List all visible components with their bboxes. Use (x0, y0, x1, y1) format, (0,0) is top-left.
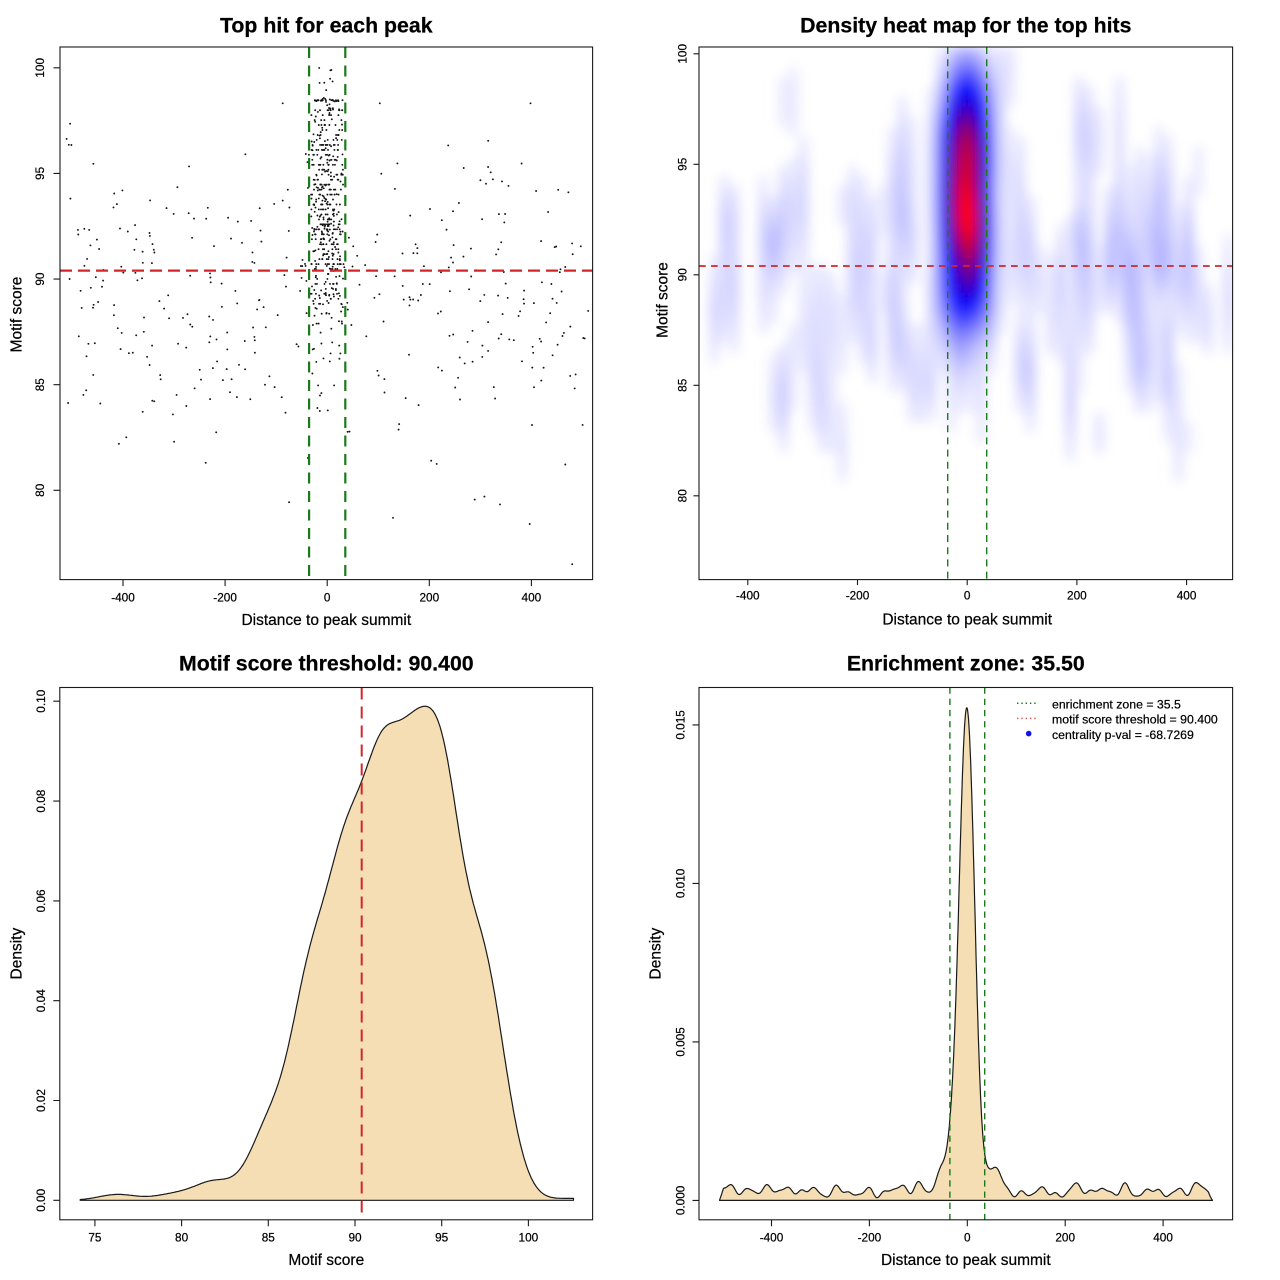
svg-text:200: 200 (419, 590, 439, 604)
svg-text:90: 90 (33, 272, 47, 286)
svg-text:0.06: 0.06 (34, 889, 48, 912)
svg-text:0.00: 0.00 (34, 1188, 48, 1211)
svg-text:95: 95 (675, 157, 689, 171)
svg-text:100: 100 (519, 1231, 539, 1245)
svg-text:80: 80 (675, 489, 689, 503)
svg-text:0.005: 0.005 (673, 1027, 687, 1057)
svg-text:Motif score threshold: 90.400: Motif score threshold: 90.400 (179, 652, 474, 676)
svg-text:-200: -200 (858, 1231, 882, 1245)
svg-text:enrichment zone = 35.5: enrichment zone = 35.5 (1052, 698, 1181, 712)
svg-text:0.015: 0.015 (673, 710, 687, 740)
svg-text:100: 100 (33, 58, 47, 78)
svg-text:Motif score: Motif score (288, 1252, 364, 1269)
svg-text:200: 200 (1055, 1231, 1075, 1245)
svg-text:-400: -400 (736, 589, 760, 603)
svg-text:0.10: 0.10 (34, 689, 48, 712)
svg-text:200: 200 (1067, 589, 1087, 603)
svg-text:85: 85 (675, 378, 689, 392)
svg-text:0.04: 0.04 (34, 989, 48, 1012)
svg-text:Distance to peak summit: Distance to peak summit (241, 612, 411, 629)
svg-text:Distance to peak summit: Distance to peak summit (882, 611, 1052, 628)
svg-text:Distance to peak summit: Distance to peak summit (881, 1252, 1051, 1269)
svg-text:0: 0 (324, 590, 331, 604)
svg-text:Density: Density (9, 928, 26, 980)
svg-text:85: 85 (33, 378, 47, 392)
svg-text:Motif score: Motif score (9, 277, 26, 353)
svg-text:80: 80 (175, 1231, 189, 1245)
svg-text:400: 400 (522, 590, 542, 604)
svg-text:Density: Density (648, 928, 665, 980)
svg-text:100: 100 (675, 44, 689, 64)
svg-text:-200: -200 (846, 589, 870, 603)
svg-text:85: 85 (262, 1231, 276, 1245)
svg-text:400: 400 (1177, 589, 1197, 603)
svg-text:0.010: 0.010 (673, 868, 687, 898)
svg-text:-200: -200 (213, 590, 237, 604)
svg-text:centrality p-val = -68.7269: centrality p-val = -68.7269 (1052, 728, 1194, 742)
svg-text:90: 90 (348, 1231, 362, 1245)
svg-text:0.000: 0.000 (673, 1185, 687, 1215)
svg-text:95: 95 (33, 166, 47, 180)
svg-text:0: 0 (964, 1231, 971, 1245)
svg-text:Density heat map for the top h: Density heat map for the top hits (800, 13, 1131, 37)
svg-text:80: 80 (33, 483, 47, 497)
svg-text:75: 75 (88, 1231, 102, 1245)
svg-text:0: 0 (964, 589, 971, 603)
svg-text:0.02: 0.02 (34, 1089, 48, 1112)
svg-text:90: 90 (675, 268, 689, 282)
svg-text:-400: -400 (111, 590, 135, 604)
svg-text:Top hit for each peak: Top hit for each peak (220, 13, 433, 37)
svg-text:motif score threshold = 90.400: motif score threshold = 90.400 (1052, 713, 1218, 727)
svg-text:Enrichment zone: 35.50: Enrichment zone: 35.50 (847, 652, 1085, 676)
svg-text:95: 95 (435, 1231, 449, 1245)
svg-text:400: 400 (1153, 1231, 1173, 1245)
svg-text:Motif score: Motif score (655, 262, 672, 338)
svg-text:-400: -400 (760, 1231, 784, 1245)
svg-text:0.08: 0.08 (34, 789, 48, 812)
